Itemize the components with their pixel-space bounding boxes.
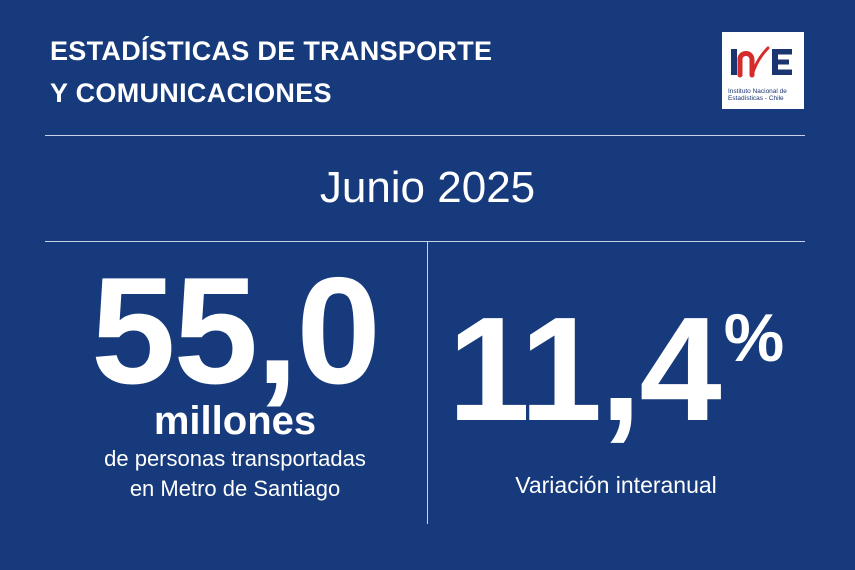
variation-value: 11,4 <box>447 287 722 452</box>
ine-logo: Instituto Nacional de Estadísticas - Chi… <box>722 32 804 109</box>
report-title-line-2: Y COMUNICACIONES <box>50 78 332 108</box>
ine-logo-subtitle: Instituto Nacional de Estadísticas - Chi… <box>728 88 802 102</box>
header-divider <box>45 135 805 136</box>
passengers-value: 55,0 <box>91 246 381 416</box>
ine-logo-subtitle-line-1: Instituto Nacional de <box>728 88 787 95</box>
passengers-unit: millones <box>153 399 317 443</box>
ine-logo-subtitle-line-2: Estadísticas - Chile <box>728 95 784 102</box>
passengers-description-line-2: en Metro de Santiago <box>129 476 341 501</box>
ine-logo-mark <box>731 46 792 78</box>
period-label: Junio 2025 <box>319 163 536 212</box>
variation-label: Variación interanual <box>515 472 717 498</box>
report-title-line-1: ESTADÍSTICAS DE TRANSPORTE <box>50 36 493 66</box>
report-title: ESTADÍSTICAS DE TRANSPORTE Y COMUNICACIO… <box>50 30 610 114</box>
column-divider <box>427 241 428 524</box>
passengers-description-line-1: de personas transportadas <box>104 446 366 471</box>
passengers-metric: 55,0 millones de personas transportadas … <box>45 246 425 504</box>
content-divider <box>45 241 805 242</box>
variation-metric: 11,4% Variación interanual <box>430 296 802 500</box>
variation-value-group: 11,4% <box>430 296 802 444</box>
percent-sign: % <box>723 300 785 376</box>
